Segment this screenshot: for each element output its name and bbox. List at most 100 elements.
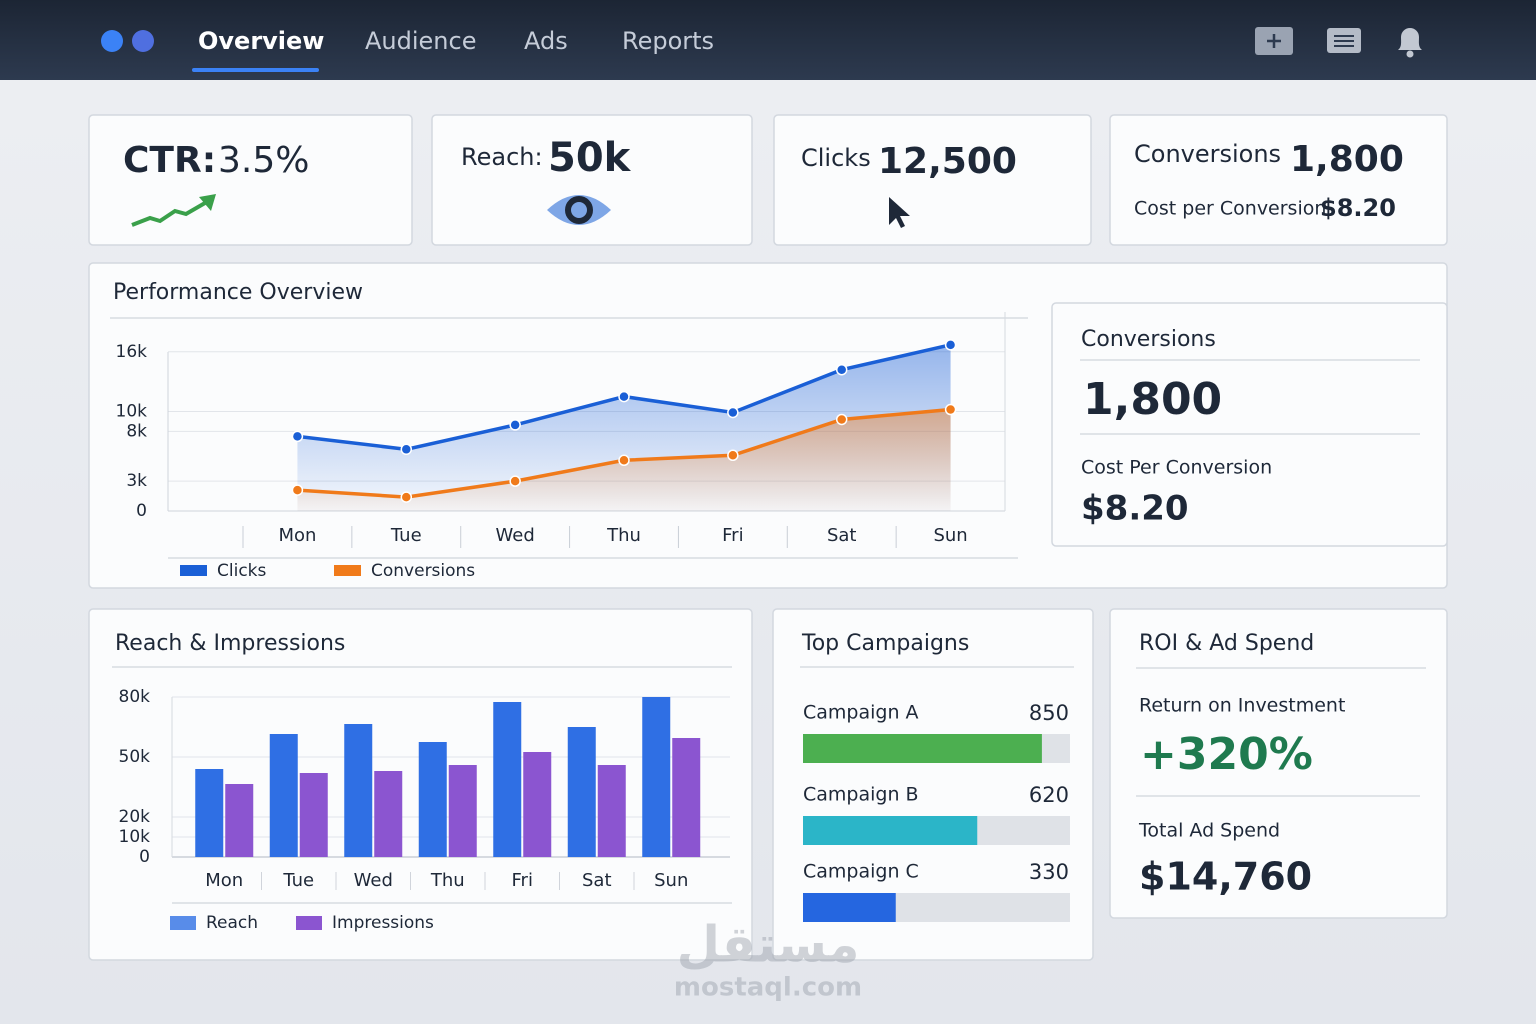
legend-swatch xyxy=(170,916,196,930)
point xyxy=(509,419,521,431)
panel-value: 1,800 xyxy=(1083,374,1222,425)
point xyxy=(400,443,413,456)
bar xyxy=(672,738,701,857)
roi-value: +320% xyxy=(1140,729,1313,780)
conversions-panel xyxy=(1051,302,1448,547)
legend-swatch xyxy=(180,565,207,576)
logo-dot xyxy=(101,30,123,52)
bar xyxy=(299,773,328,857)
y-tick-label: 50k xyxy=(119,747,151,767)
legend-label: Clicks xyxy=(217,561,267,581)
campaign-label: Campaign B xyxy=(803,784,919,806)
x-tick-label: Thu xyxy=(430,870,465,891)
point xyxy=(835,363,848,376)
kpi-sub-value: $8.20 xyxy=(1320,194,1396,222)
bar xyxy=(269,734,298,857)
eye-icon xyxy=(547,195,611,225)
kpi-label: Reach: xyxy=(461,143,543,171)
card-title: Top Campaigns xyxy=(801,631,969,656)
point xyxy=(727,449,739,462)
card-title: Reach & Impressions xyxy=(115,631,345,656)
y-tick-label: 8k xyxy=(126,421,147,441)
roi-label: Return on Investment xyxy=(1139,695,1345,717)
bar xyxy=(597,765,626,857)
legend-label: Impressions xyxy=(332,913,434,933)
card-title: Performance Overview xyxy=(113,280,363,305)
nav-tab[interactable]: Reports xyxy=(622,27,714,55)
nav-tab[interactable]: Ads xyxy=(524,27,568,55)
card-title: ROI & Ad Spend xyxy=(1139,631,1314,656)
bar xyxy=(567,727,596,857)
point xyxy=(835,413,848,426)
notifications-button[interactable] xyxy=(1398,28,1422,58)
messages-button[interactable] xyxy=(1327,28,1361,53)
bar xyxy=(195,769,224,857)
x-tick-label: Tue xyxy=(390,525,422,546)
y-tick-label: 0 xyxy=(136,501,147,521)
bar xyxy=(418,742,447,857)
x-tick-label: Sat xyxy=(827,525,857,546)
spend-label: Total Ad Spend xyxy=(1138,820,1280,842)
nav-tab[interactable]: Audience xyxy=(365,27,476,55)
kpi-label: Clicks xyxy=(801,144,871,172)
kpi-value: 1,800 xyxy=(1290,139,1404,180)
bar xyxy=(642,697,671,857)
x-tick-label: Sat xyxy=(582,870,612,891)
x-tick-label: Fri xyxy=(512,870,533,891)
x-tick-label: Fri xyxy=(722,525,743,546)
kpi-sub-label: Cost per Conversion xyxy=(1134,198,1326,220)
x-tick-label: Mon xyxy=(205,870,243,891)
point xyxy=(618,390,630,403)
y-tick-label: 10k xyxy=(116,402,148,422)
nav-tab[interactable]: Overview xyxy=(198,27,324,55)
kpi-value: 12,500 xyxy=(878,141,1017,182)
x-tick-label: Sun xyxy=(933,525,967,546)
panel-value: $8.20 xyxy=(1081,489,1189,529)
legend-swatch xyxy=(334,565,361,576)
campaign-label: Campaign A xyxy=(803,702,919,724)
bar xyxy=(225,784,254,857)
bar xyxy=(344,724,373,857)
y-tick-label: 80k xyxy=(119,687,151,707)
kpi-value: 3.5% xyxy=(218,140,309,181)
logo-dot xyxy=(132,30,154,52)
x-tick-label: Sun xyxy=(654,870,688,891)
bar xyxy=(803,893,896,922)
y-tick-label: 20k xyxy=(119,807,151,827)
x-tick-label: Mon xyxy=(278,525,316,546)
point xyxy=(291,484,304,496)
roi-card xyxy=(1109,608,1448,919)
bar xyxy=(803,734,1042,763)
kpi-card xyxy=(773,114,1092,246)
campaigns-card xyxy=(772,608,1094,961)
y-tick-label: 16k xyxy=(116,342,148,362)
bar xyxy=(523,752,552,857)
y-tick-label: 10k xyxy=(119,827,151,847)
point xyxy=(509,475,521,487)
tab-underline xyxy=(192,68,319,72)
kpi-value: 50k xyxy=(548,135,632,181)
y-tick-label: 0 xyxy=(139,847,150,867)
add-button[interactable] xyxy=(1255,27,1293,55)
bar xyxy=(448,765,477,857)
bar xyxy=(493,702,522,857)
watermark: mostaql.com xyxy=(674,973,862,1003)
point xyxy=(618,454,630,467)
kpi-card xyxy=(431,114,753,246)
legend-swatch xyxy=(296,916,322,930)
bar xyxy=(803,816,978,845)
legend-label: Conversions xyxy=(371,561,475,581)
point xyxy=(727,406,739,419)
campaign-value: 850 xyxy=(1029,701,1069,725)
x-tick-label: Thu xyxy=(606,525,641,546)
bar xyxy=(374,771,403,857)
kpi-label: CTR: xyxy=(123,140,216,181)
trend-icon xyxy=(131,194,216,227)
point xyxy=(944,339,957,351)
kpi-label: Conversions xyxy=(1134,140,1281,168)
panel-title: Conversions xyxy=(1081,327,1216,352)
cursor-icon xyxy=(889,197,910,228)
spend-value: $14,760 xyxy=(1139,855,1312,899)
x-tick-label: Wed xyxy=(354,870,393,891)
panel-label: Cost Per Conversion xyxy=(1081,457,1272,479)
